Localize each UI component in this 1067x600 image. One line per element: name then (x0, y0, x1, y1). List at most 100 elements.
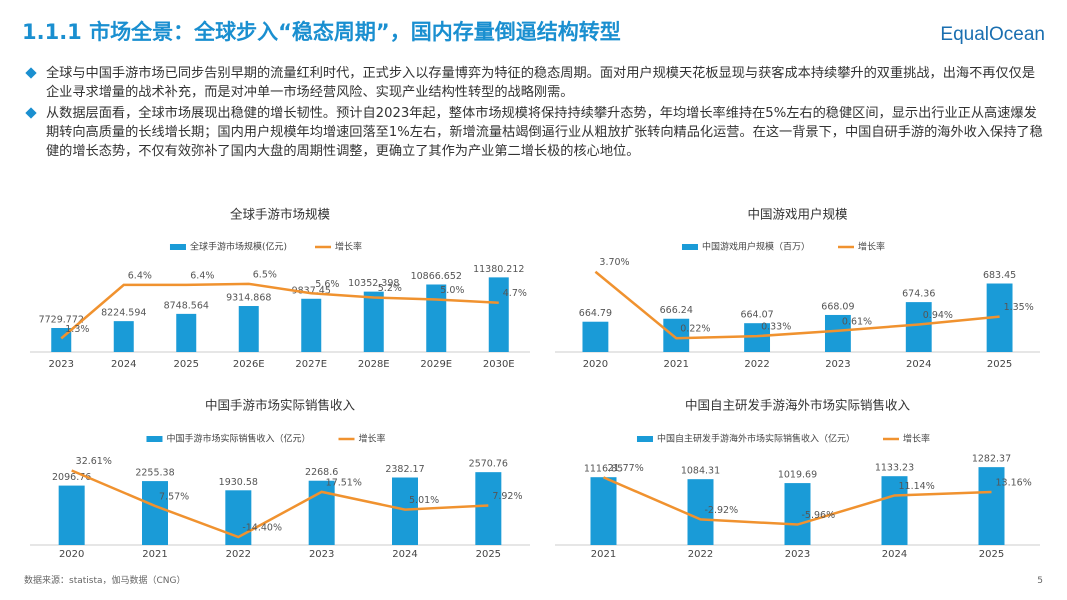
legend-label: 增长率 (858, 241, 885, 253)
value-label: 11.14% (899, 481, 935, 492)
value-label: 6.5% (253, 269, 277, 280)
line (603, 476, 992, 526)
value-label: 5.2% (378, 283, 402, 294)
value-label: 11380.212 (473, 264, 524, 275)
value-label: 674.36 (902, 289, 935, 300)
bar (488, 277, 509, 352)
value-label: 5.01% (409, 495, 439, 506)
x-tick-label: 2024 (882, 549, 907, 560)
bar (58, 485, 85, 545)
legend-label: 中国游戏用户规模（百万） (702, 241, 810, 253)
bar (590, 477, 617, 545)
value-label: 1133.23 (875, 463, 914, 474)
legend-label: 中国自主研发手游海外市场实际销售收入（亿元） (657, 433, 855, 445)
bar (905, 302, 932, 352)
value-label: 2268.6 (305, 467, 338, 478)
value-label: 1084.31 (681, 466, 720, 477)
x-tick-label: 2029E (420, 359, 452, 370)
value-label: 2382.17 (385, 464, 424, 475)
value-label: 1.35% (1004, 302, 1034, 313)
value-label: 7729.772 (39, 315, 84, 326)
value-label: 2096.76 (52, 472, 91, 483)
source: 数据来源：statista，伽马数据（CNG） (24, 576, 186, 586)
x-tick-label: 2022 (226, 549, 251, 560)
logo: EqualOcean (940, 24, 1045, 45)
value-label: 4.7% (503, 288, 527, 299)
bar (663, 318, 690, 352)
value-label: 666.24 (660, 305, 693, 316)
x-tick-label: 2025 (174, 359, 199, 370)
x-tick-label: 2021 (591, 549, 616, 560)
value-label: -2.92% (705, 505, 739, 516)
value-label: 10866.652 (411, 271, 462, 282)
chart-title: 中国手游市场实际销售收入 (205, 398, 356, 413)
value-label: 0.61% (842, 316, 872, 327)
value-label: 9314.868 (226, 293, 271, 304)
x-tick-label: 2024 (906, 359, 931, 370)
value-label: 8748.564 (164, 300, 209, 311)
value-label: 17.51% (326, 477, 362, 488)
line (71, 469, 489, 539)
x-tick-label: 2023 (309, 549, 334, 560)
x-tick-label: 2020 (583, 359, 608, 370)
value-label: 1282.37 (972, 454, 1011, 465)
line (594, 270, 1000, 340)
value-label: 2570.76 (469, 459, 508, 470)
bar (582, 321, 609, 352)
value-label: 1.3% (65, 324, 89, 335)
x-tick-label: 2025 (979, 549, 1004, 560)
x-tick-label: 2024 (111, 359, 136, 370)
value-label: 7.57% (159, 491, 189, 502)
value-label: 664.79 (579, 308, 612, 319)
slide-title: 1.1.1 市场全景：全球步入“稳态周期”，国内存量倒逼结构转型 (22, 20, 621, 44)
x-tick-label: 2028E (358, 359, 390, 370)
x-tick-label: 2023 (49, 359, 74, 370)
legend-swatch (169, 244, 186, 250)
legend-swatch (146, 436, 163, 442)
bar (301, 298, 322, 352)
bullet: 从数据层面看，全球市场展现出稳健的增长韧性。预计自2023年起，整体市场规模将保… (24, 104, 1044, 161)
bar (475, 472, 502, 545)
x-tick-label: 2027E (295, 359, 327, 370)
x-tick-label: 2024 (392, 549, 417, 560)
value-label: 9837.45 (292, 285, 331, 296)
bar (824, 314, 851, 352)
chart-title: 中国自主研发手游海外市场实际销售收入 (685, 398, 911, 413)
bar (113, 321, 134, 352)
bar (881, 476, 908, 545)
value-label: 5.0% (440, 285, 464, 296)
x-tick-label: 2021 (664, 359, 689, 370)
value-label: 6.4% (128, 270, 152, 281)
x-tick-label: 2020 (59, 549, 84, 560)
value-label: 13.16% (996, 478, 1032, 489)
bar (426, 284, 447, 352)
legend-swatch (681, 244, 698, 250)
legend-label: 增长率 (903, 433, 930, 445)
x-tick-label: 2022 (688, 549, 713, 560)
value-label: 1019.69 (778, 470, 817, 481)
line (60, 282, 499, 340)
x-tick-label: 2025 (987, 359, 1012, 370)
bar (687, 479, 714, 545)
value-label: 0.94% (923, 310, 953, 321)
value-label: 1116.85 (584, 464, 623, 475)
value-label: 683.45 (983, 270, 1016, 281)
bar (142, 481, 168, 545)
value-label: -5.96% (802, 510, 836, 521)
x-tick-label: 2022 (744, 359, 769, 370)
legend-label: 增长率 (335, 241, 362, 253)
bar (176, 313, 197, 352)
value-label: 3.70% (599, 257, 629, 268)
value-label: 664.07 (740, 310, 773, 321)
x-tick-label: 2021 (142, 549, 167, 560)
value-label: 2255.38 (135, 468, 174, 479)
x-tick-label: 2030E (483, 359, 515, 370)
chart-title: 中国游戏用户规模 (747, 207, 848, 222)
legend-label: 中国手游市场实际销售收入（亿元） (166, 433, 310, 445)
x-tick-label: 2026E (233, 359, 265, 370)
page-number: 5 (1037, 576, 1043, 586)
value-label: 0.22% (680, 324, 710, 335)
bar (308, 480, 335, 545)
